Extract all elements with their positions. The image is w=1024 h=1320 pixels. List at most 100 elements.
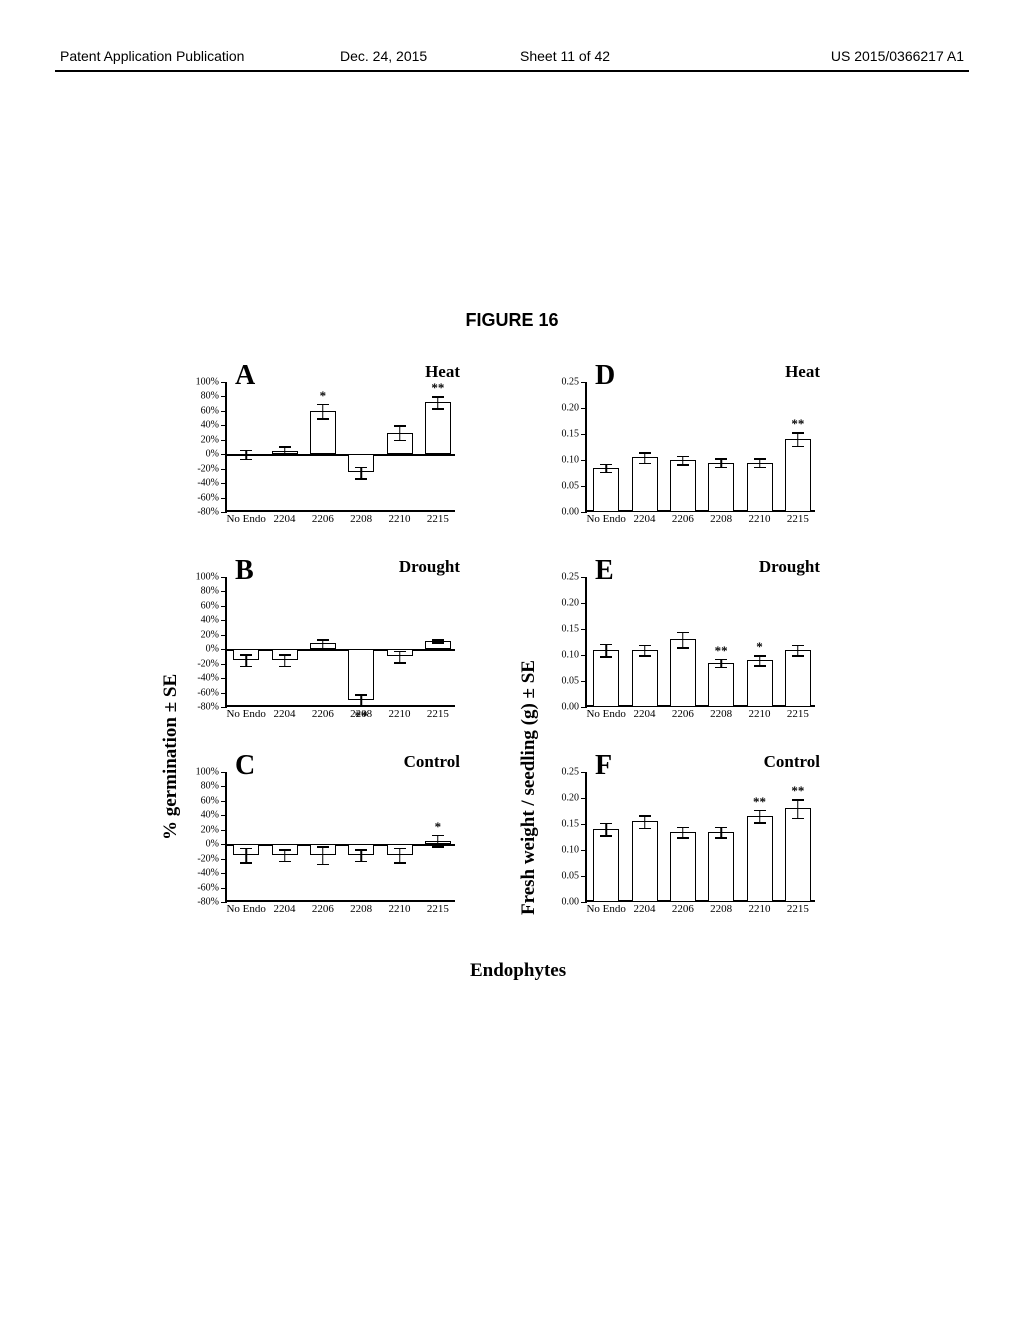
xtick-label: 2215 [427, 510, 449, 525]
ytick-label: 0.10 [562, 650, 588, 661]
error-cap [317, 418, 329, 420]
error-cap [355, 467, 367, 469]
panel-condition-title: Control [404, 752, 460, 772]
error-bar [644, 452, 646, 462]
error-cap [432, 408, 444, 410]
error-cap [715, 458, 727, 460]
xtick-label: 2208 [710, 510, 732, 525]
error-cap [432, 846, 444, 848]
ytick-label: 80% [201, 781, 227, 792]
xtick-label: 2206 [672, 510, 694, 525]
bar [632, 821, 658, 902]
error-cap [600, 835, 612, 837]
ytick-label: -80% [197, 507, 227, 518]
error-bar [245, 654, 247, 666]
error-bar [399, 425, 401, 439]
panel-condition-title: Drought [399, 557, 460, 577]
error-cap [240, 666, 252, 668]
error-cap [317, 639, 329, 641]
significance-marker: ** [715, 643, 728, 659]
ylabel-left: % germination ± SE [160, 674, 182, 840]
significance-marker: * [320, 388, 327, 404]
significance-marker: ** [431, 380, 444, 396]
error-cap [715, 467, 727, 469]
bar [708, 832, 734, 902]
ytick-label: -60% [197, 687, 227, 698]
error-cap [600, 656, 612, 658]
xtick-label: 2206 [672, 705, 694, 720]
ytick-label: 40% [201, 615, 227, 626]
error-bar [644, 815, 646, 827]
error-cap [677, 464, 689, 466]
bar [785, 650, 811, 707]
bar [747, 816, 773, 902]
ytick-label: 0.15 [562, 624, 588, 635]
xtick-label: 2215 [427, 705, 449, 720]
xtick-label: 2204 [634, 705, 656, 720]
panel-D: DHeat0.000.050.100.150.200.25No Endo2204… [540, 360, 830, 515]
ytick-label: 0.05 [562, 676, 588, 687]
error-bar [759, 810, 761, 822]
error-cap [240, 654, 252, 656]
bar [785, 439, 811, 512]
ytick-label: 0.15 [562, 429, 588, 440]
error-bar [437, 396, 439, 408]
error-cap [600, 472, 612, 474]
error-cap [355, 849, 367, 851]
xtick-label: 2208 [710, 705, 732, 720]
error-cap [639, 828, 651, 830]
zero-line [227, 844, 455, 846]
error-bar [720, 827, 722, 837]
bar [670, 639, 696, 707]
error-cap [754, 810, 766, 812]
xtick-label: 2204 [274, 900, 296, 915]
significance-marker: ** [791, 783, 804, 799]
ytick-label: 100% [196, 572, 227, 583]
header-left: Patent Application Publication [60, 48, 244, 64]
error-cap [600, 823, 612, 825]
error-cap [279, 654, 291, 656]
xtick-label: 2208 [710, 900, 732, 915]
ytick-label: 80% [201, 391, 227, 402]
bar [747, 660, 773, 707]
ytick-label: -40% [197, 673, 227, 684]
error-bar [399, 848, 401, 862]
ytick-label: 0.00 [562, 702, 588, 713]
bar [593, 468, 619, 512]
ytick-label: -60% [197, 882, 227, 893]
bar [348, 649, 374, 700]
error-cap [754, 467, 766, 469]
bar [708, 463, 734, 512]
error-bar [360, 849, 362, 861]
panel-condition-title: Drought [759, 557, 820, 577]
xtick-label: 2210 [749, 510, 771, 525]
header-rule [55, 70, 969, 72]
plot-box: -80%-60%-40%-20%0%20%40%60%80%100%No End… [225, 772, 455, 902]
error-bar [797, 432, 799, 446]
xtick-label: 2206 [672, 900, 694, 915]
xtick-label: 2204 [634, 900, 656, 915]
ytick-label: 0.10 [562, 455, 588, 466]
bar [670, 832, 696, 902]
error-cap [317, 648, 329, 650]
error-cap [394, 440, 406, 442]
error-cap [715, 837, 727, 839]
error-cap [432, 835, 444, 837]
xtick-label: 2210 [389, 705, 411, 720]
plot-box: 0.000.050.100.150.200.25No Endo22042206*… [585, 577, 815, 707]
panel-condition-title: Control [764, 752, 820, 772]
error-cap [677, 837, 689, 839]
ytick-label: 0.20 [562, 793, 588, 804]
panel-C: CControl-80%-60%-40%-20%0%20%40%60%80%10… [180, 750, 470, 905]
xtick-label: No Endo [586, 900, 625, 915]
error-bar [360, 694, 362, 706]
error-cap [754, 665, 766, 667]
xtick-label: 2208 [350, 900, 372, 915]
error-cap [792, 818, 804, 820]
ytick-label: 100% [196, 377, 227, 388]
xtick-label: 2204 [274, 510, 296, 525]
bar [593, 650, 619, 707]
error-cap [432, 642, 444, 644]
error-cap [279, 446, 291, 448]
error-bar [360, 467, 362, 479]
